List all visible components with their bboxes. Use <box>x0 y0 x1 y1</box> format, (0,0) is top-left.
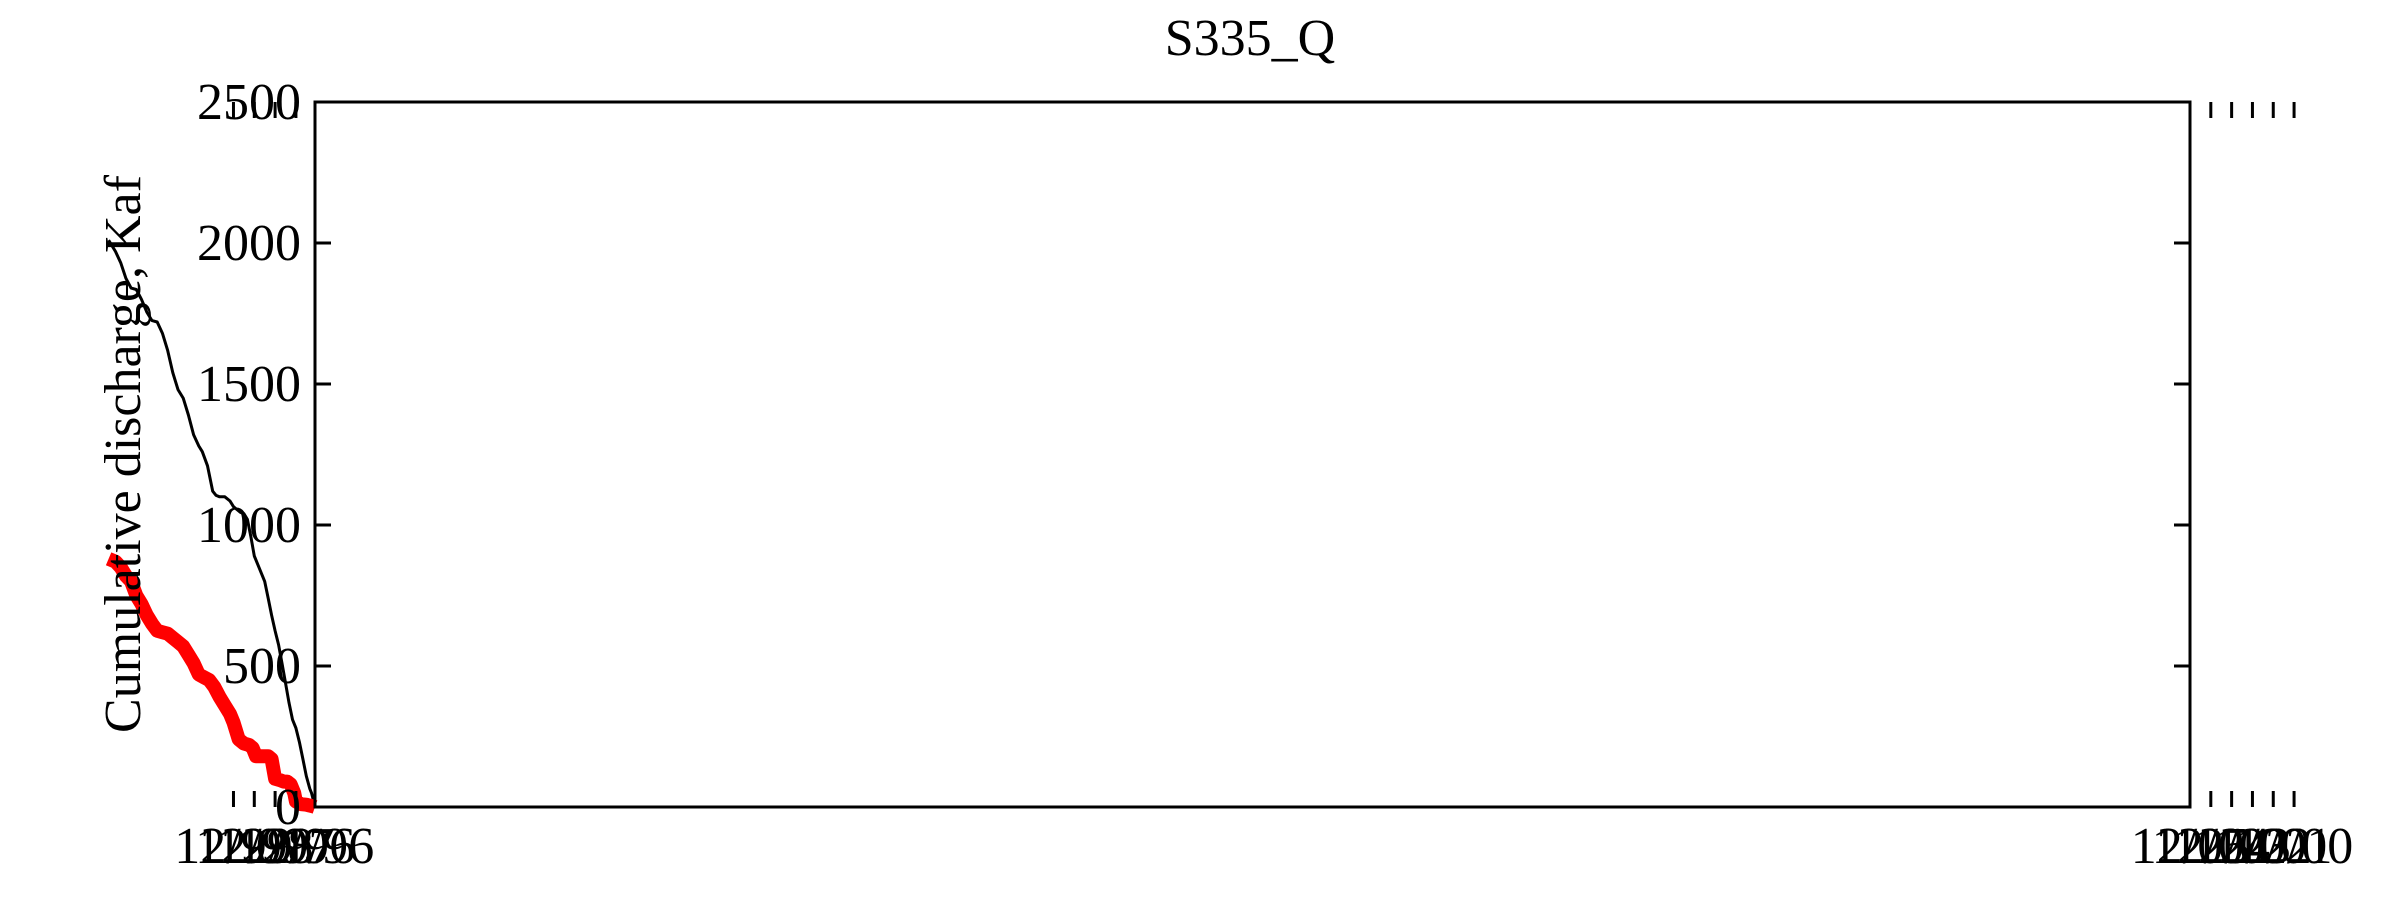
series-layer <box>105 239 321 814</box>
series-line-1 <box>107 239 317 808</box>
x-tick-label: 12/03 <box>2172 818 2290 875</box>
x-tick-label: 12/02 <box>2193 818 2311 875</box>
y-tick-label: 0 <box>275 779 301 836</box>
x-tick-label: 01/96 <box>256 818 374 875</box>
x-tick-label: 12/99 <box>174 818 292 875</box>
y-axis: 0 500 1000 1500 2000 2500 <box>197 74 2190 836</box>
y-tick-label: 500 <box>223 638 301 695</box>
x-tick-label: 12/98 <box>195 818 313 875</box>
y-axis-label: Cumulative discharge, Kaf <box>95 174 152 733</box>
x-tick-label: 12/97 <box>216 818 334 875</box>
chart-title: S335_Q <box>1165 10 1335 67</box>
series-line-2 <box>105 552 321 814</box>
y-tick-label: 2000 <box>197 215 301 272</box>
y-tick-label: 2500 <box>197 74 301 131</box>
y-tick-label: 1500 <box>197 356 301 413</box>
x-tick-label: 12/00 <box>2235 818 2353 875</box>
plot-frame <box>313 100 2192 809</box>
y-tick-label: 1000 <box>197 497 301 554</box>
x-tick-label: 12/04 <box>2152 818 2270 875</box>
x-tick-label: 12/96 <box>237 818 355 875</box>
x-tick-label: 12/01 <box>2214 818 2332 875</box>
x-tick-label: 12/05 <box>2131 818 2249 875</box>
